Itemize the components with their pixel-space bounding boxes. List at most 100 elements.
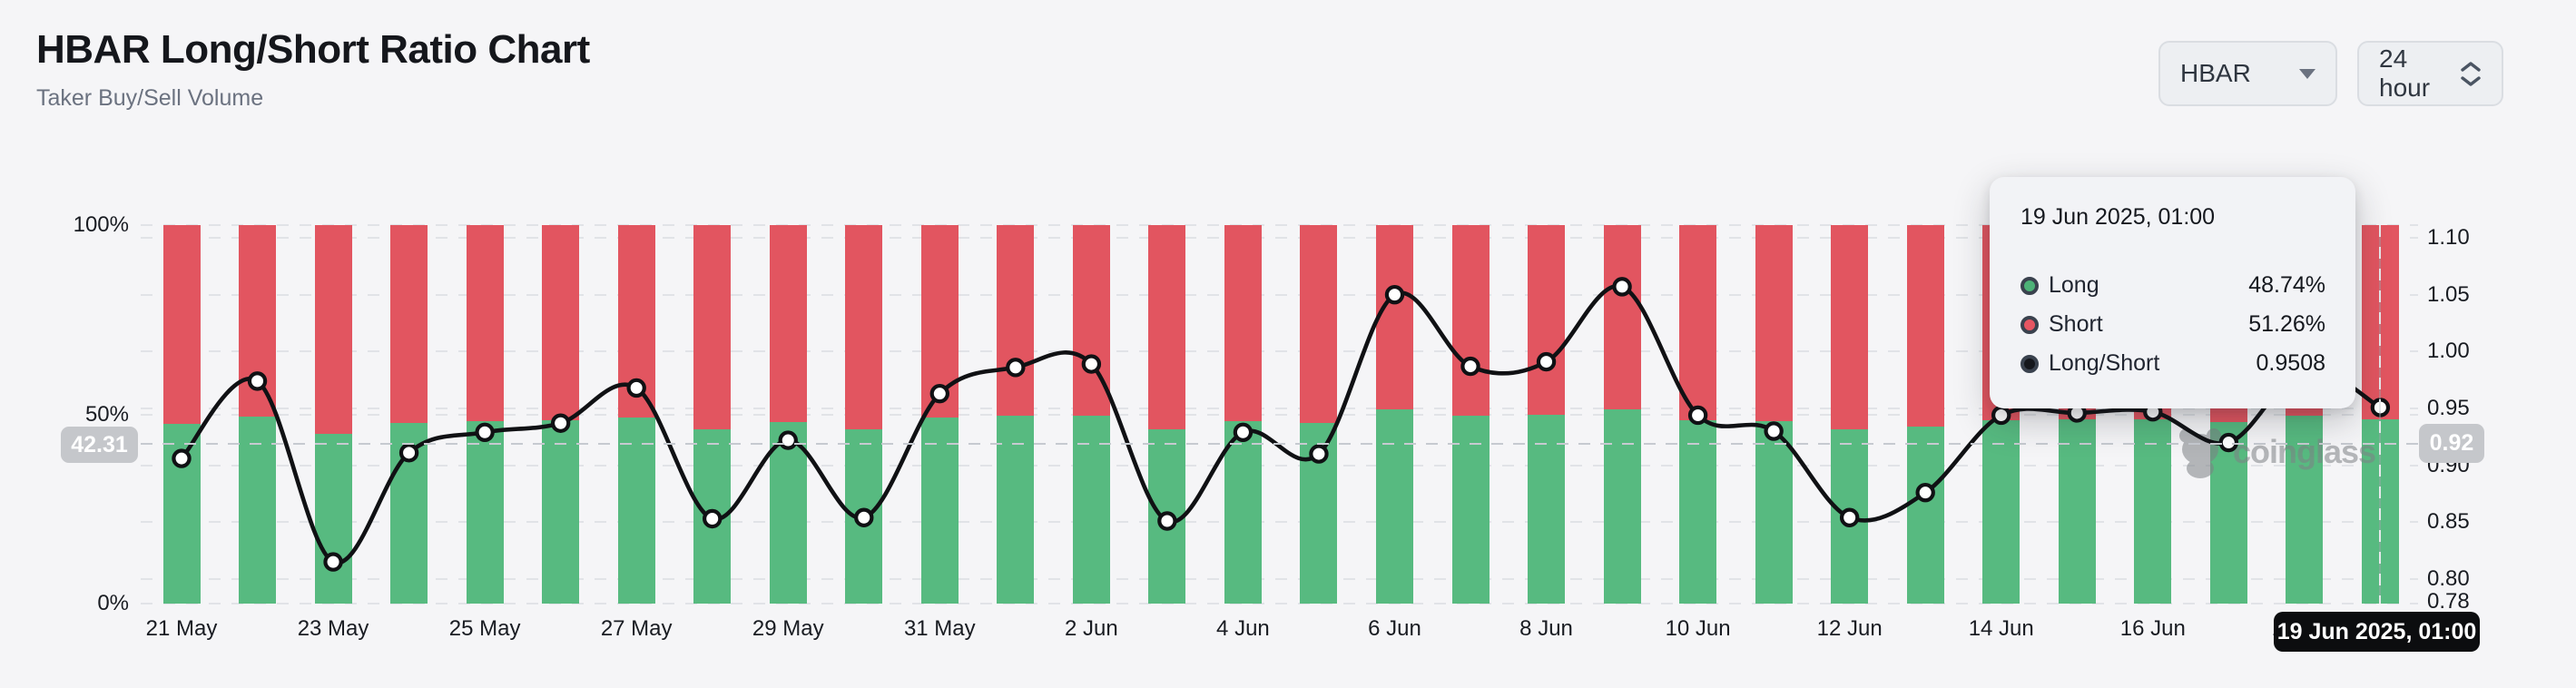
bar-11-jun[interactable] — [1755, 225, 1793, 604]
gridline — [141, 603, 2418, 604]
bar-2-jun[interactable] — [1072, 225, 1110, 604]
long-segment — [1300, 423, 1338, 604]
tooltip-row: Long/Short 0.9508 — [2020, 352, 2325, 375]
long-segment — [617, 417, 655, 604]
bar-7-jun[interactable] — [1451, 225, 1490, 604]
long-segment — [542, 420, 580, 604]
short-segment — [1451, 225, 1490, 416]
short-segment — [466, 225, 504, 422]
tooltip-series-label: Long — [2049, 272, 2099, 298]
long-segment — [1224, 421, 1262, 604]
bar-26-may[interactable] — [542, 225, 580, 604]
bar-4-jun[interactable] — [1224, 225, 1262, 604]
short-segment — [239, 225, 277, 418]
x-axis-tick-label: 14 Jun — [1968, 616, 2034, 641]
long-segment — [1679, 419, 1717, 604]
bar-25-may[interactable] — [466, 225, 504, 604]
bar-12-jun[interactable] — [1831, 225, 1869, 604]
bar-22-may[interactable] — [239, 225, 277, 604]
right-axis-tick-label: 1.05 — [2427, 281, 2470, 307]
bar-6-jun[interactable] — [1375, 225, 1413, 604]
long-segment — [314, 433, 352, 604]
short-segment — [542, 225, 580, 421]
bar-29-may[interactable] — [769, 225, 807, 604]
bar-13-jun[interactable] — [1906, 225, 1944, 604]
x-axis-tick-label: 2 Jun — [1065, 616, 1118, 641]
page-title: HBAR Long/Short Ratio Chart — [36, 27, 590, 72]
short-segment — [1224, 225, 1262, 422]
x-axis-tick-label: 6 Jun — [1368, 616, 1421, 641]
chevron-down-icon — [2299, 68, 2315, 79]
bar-28-may[interactable] — [693, 225, 732, 604]
x-axis-tick-label: 4 Jun — [1216, 616, 1270, 641]
tooltip-series-label: Long/Short — [2049, 350, 2160, 376]
bar-31-may[interactable] — [920, 225, 959, 604]
tooltip-rows: Long 48.74% Short 51.26% Long/Short 0.9508 — [2020, 274, 2325, 375]
long-segment — [769, 421, 807, 604]
x-axis-tick-label: 27 May — [600, 616, 673, 641]
long-segment — [920, 418, 959, 604]
bar-27-may[interactable] — [617, 225, 655, 604]
tooltip-date: 19 Jun 2025, 01:00 — [2020, 204, 2216, 230]
short-segment — [997, 225, 1035, 416]
long-segment — [1982, 419, 2020, 604]
short-segment — [1375, 225, 1413, 410]
bar-8-jun[interactable] — [1528, 225, 1566, 604]
long-segment — [693, 429, 732, 604]
x-axis-tick-label: 25 May — [448, 616, 521, 641]
short-segment — [1300, 225, 1338, 424]
bar-9-jun[interactable] — [1603, 225, 1641, 604]
chart-controls: HBAR 24 hour — [2158, 41, 2503, 106]
short-segment — [617, 225, 655, 418]
right-axis-tick-label: 0.78 — [2427, 589, 2470, 614]
right-axis-tick-label: 0.85 — [2427, 509, 2470, 535]
tooltip-series-marker-icon — [2020, 354, 2039, 373]
watermark-text: coinglass — [2233, 433, 2376, 470]
chart-tooltip: 19 Jun 2025, 01:00 Long 48.74% Short 51.26%… — [1990, 177, 2355, 408]
crosshair-vertical-line — [2379, 225, 2381, 604]
crosshair-left-axis-badge: 42.31 — [61, 427, 138, 463]
short-segment — [1603, 225, 1641, 409]
long-segment — [2058, 419, 2096, 604]
long-segment — [1603, 408, 1641, 604]
tooltip-series-marker-icon — [2020, 276, 2039, 295]
x-axis-tick-label: 10 Jun — [1665, 616, 1731, 641]
long-segment — [1755, 421, 1793, 604]
x-axis-tick-label: 8 Jun — [1519, 616, 1573, 641]
x-axis-tick-label: 16 Jun — [2119, 616, 2186, 641]
long-segment — [466, 421, 504, 604]
x-axis-tick-label: 12 Jun — [1816, 616, 1883, 641]
gridline — [141, 224, 2418, 226]
crosshair-right-axis-badge: 0.92 — [2419, 424, 2484, 463]
interval-select[interactable]: 24 hour — [2357, 41, 2503, 106]
x-axis-tick-label: 23 May — [297, 616, 369, 641]
short-segment — [314, 225, 352, 434]
crosshair-date-badge: 19 Jun 2025, 01:00 — [2274, 612, 2480, 652]
bar-5-jun[interactable] — [1300, 225, 1338, 604]
long-segment — [1375, 409, 1413, 604]
short-segment — [1072, 225, 1110, 416]
bar-1-jun[interactable] — [997, 225, 1035, 604]
bar-24-may[interactable] — [390, 225, 428, 604]
right-axis-tick-label: 0.95 — [2427, 395, 2470, 420]
short-segment — [693, 225, 732, 430]
left-axis-tick-label: 50% — [84, 401, 129, 427]
bar-21-may[interactable] — [162, 225, 201, 604]
crosshair-horizontal-line — [141, 443, 2418, 445]
long-segment — [239, 417, 277, 604]
tooltip-series-label: Short — [2049, 311, 2103, 337]
long-segment — [2134, 419, 2172, 604]
bar-10-jun[interactable] — [1679, 225, 1717, 604]
bar-23-may[interactable] — [314, 225, 352, 604]
short-segment — [769, 225, 807, 422]
symbol-select-value: HBAR — [2180, 59, 2251, 87]
bar-30-may[interactable] — [845, 225, 883, 604]
up-down-chevrons-icon — [2460, 61, 2482, 87]
right-axis-tick-label: 1.10 — [2427, 225, 2470, 250]
symbol-select[interactable]: HBAR — [2158, 41, 2337, 106]
interval-select-value: 24 hour — [2379, 44, 2431, 102]
bar-3-jun[interactable] — [1148, 225, 1186, 604]
tooltip-series-marker-icon — [2020, 315, 2039, 334]
short-segment — [920, 225, 959, 418]
